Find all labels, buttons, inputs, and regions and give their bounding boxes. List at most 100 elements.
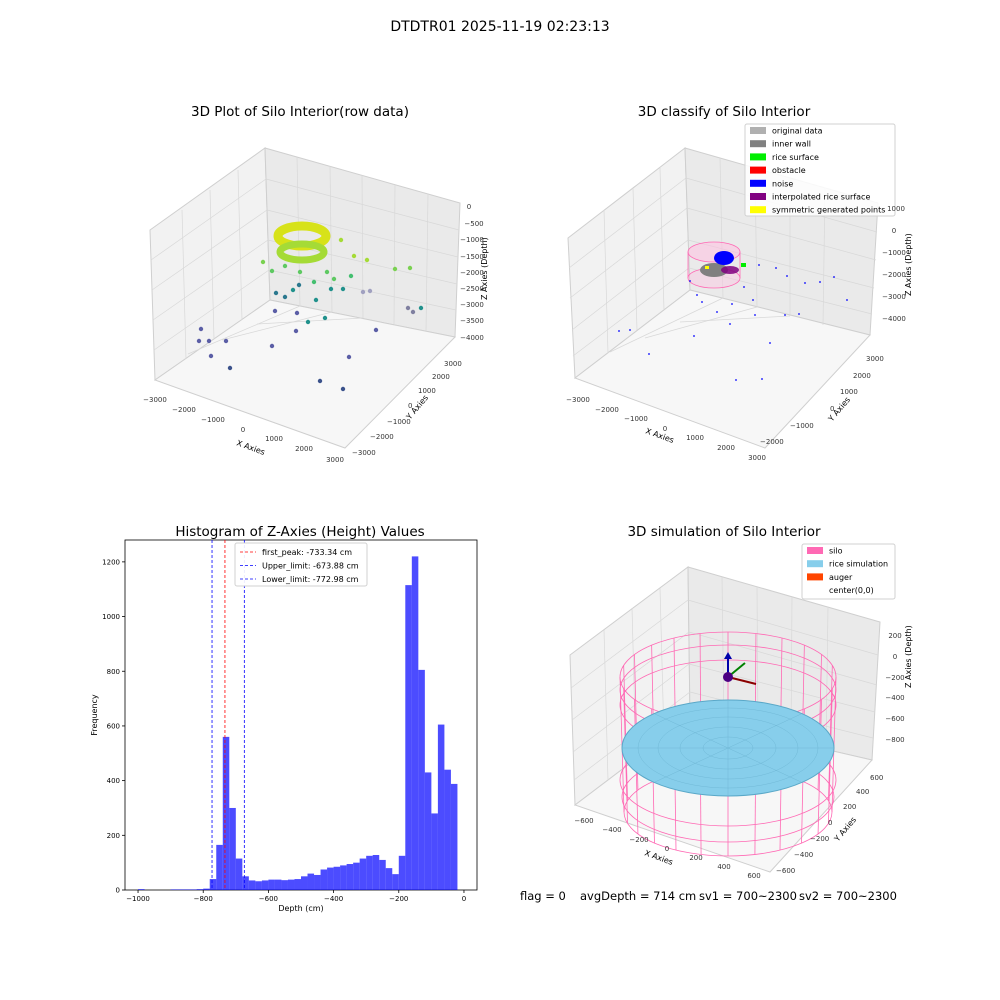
histogram-bar xyxy=(450,783,458,890)
data-point xyxy=(290,287,296,293)
noise-point xyxy=(775,267,777,269)
histogram-bar xyxy=(359,858,367,890)
y-tick-label: 400 xyxy=(856,788,869,796)
noise-point xyxy=(846,299,848,301)
x-tick-label: −3000 xyxy=(143,396,167,404)
rice-surface-points xyxy=(741,263,746,267)
legend-box xyxy=(744,123,896,217)
data-point xyxy=(282,294,288,300)
histogram-bar xyxy=(385,868,393,890)
data-point xyxy=(364,257,370,263)
y-tick-label: 800 xyxy=(107,668,120,676)
histogram-bar xyxy=(138,889,145,890)
chart-title: 3D classify of Silo Interior xyxy=(638,104,811,120)
x-tick-label: −1000 xyxy=(126,895,150,903)
noise-point xyxy=(648,353,650,355)
histogram-bar xyxy=(242,876,249,890)
grid-lines xyxy=(150,156,460,360)
legend-swatch xyxy=(750,153,766,161)
data-point xyxy=(273,290,279,296)
legend-swatch xyxy=(750,193,766,200)
histogram-bar xyxy=(229,807,236,890)
data-point xyxy=(367,288,373,294)
data-point xyxy=(198,326,204,332)
center-marker xyxy=(723,672,733,682)
rice-surface-mesh xyxy=(622,700,834,796)
y-tick-label: 3000 xyxy=(866,355,884,363)
legend-swatch xyxy=(750,140,766,148)
noise-point xyxy=(833,276,835,278)
noise-point xyxy=(716,311,718,313)
rice-ring-points-lower xyxy=(276,240,328,264)
histogram-bar xyxy=(340,865,347,890)
x-tick-label: −800 xyxy=(194,895,213,903)
z-tick-label: 0 xyxy=(467,203,471,211)
silo-wire xyxy=(828,665,833,801)
histogram-bar xyxy=(379,859,386,890)
x-tick-label: 0 xyxy=(241,426,245,434)
x-tick-label: 2000 xyxy=(717,444,735,452)
legend-swatch xyxy=(807,547,823,554)
histogram-bar xyxy=(255,881,262,890)
x-tick-label: 400 xyxy=(717,863,730,871)
y-tick-label: 0 xyxy=(828,819,832,827)
y-tick-label: 0 xyxy=(830,405,834,413)
noise-point xyxy=(689,280,691,282)
z-tick-label: −3000 xyxy=(460,301,484,309)
x-tick-label: 3000 xyxy=(326,456,344,464)
data-point xyxy=(293,328,299,334)
data-point xyxy=(322,315,328,321)
data-point xyxy=(340,386,346,392)
legend-label: obstacle xyxy=(772,166,806,175)
x-tick-label: −1000 xyxy=(624,415,648,423)
legend: silo rice simulation auger center(0,0) xyxy=(801,543,896,600)
symmetric-points xyxy=(705,266,709,269)
z-tick-label: −800 xyxy=(885,736,904,744)
legend-label: symmetric generated points xyxy=(772,206,885,215)
y-tick-label: 0 xyxy=(408,402,412,410)
z-tick-label: 0 xyxy=(893,653,897,661)
y-ticks: 0 200 400 600 800 1000 1200 xyxy=(102,558,125,895)
x-tick-label: 2000 xyxy=(295,445,313,453)
status-footer: flag = 0 avgDepth = 714 cm sv1 = 700~230… xyxy=(520,889,897,903)
y-tick-label: −2000 xyxy=(370,433,394,441)
data-point xyxy=(294,310,300,316)
data-point xyxy=(227,365,233,371)
x-tick-label: −600 xyxy=(574,817,593,825)
noise-point xyxy=(731,303,733,305)
z-tick-label: −1500 xyxy=(460,253,484,261)
x-tick-labels: −600 −400 −200 0 200 400 600 xyxy=(574,817,760,880)
data-point xyxy=(223,338,229,344)
y-tick-label: 200 xyxy=(107,832,120,840)
histogram-bar xyxy=(190,889,197,890)
data-point xyxy=(297,269,303,275)
threshold-lines xyxy=(211,540,245,890)
x-tick-label: −1000 xyxy=(201,416,225,424)
noise-point xyxy=(752,299,754,301)
avg-depth-text: avgDepth = 714 cm xyxy=(580,889,696,903)
histogram-bar xyxy=(424,772,432,890)
legend-swatch xyxy=(807,560,823,568)
histogram-bar xyxy=(248,880,256,890)
panel-raw-3d: 3D Plot of Silo Interior(row data) −3000… xyxy=(143,104,489,464)
data-point xyxy=(296,282,302,288)
data-point xyxy=(272,308,278,314)
legend-label: auger xyxy=(829,573,853,582)
data-point xyxy=(313,297,319,303)
noise-point xyxy=(735,379,737,381)
y-tick-label: 1200 xyxy=(102,558,120,566)
data-point xyxy=(351,253,357,259)
histogram-bar xyxy=(203,888,210,890)
legend-label: noise xyxy=(772,179,793,188)
y-tick-label: 1000 xyxy=(840,388,858,396)
data-point xyxy=(360,289,366,295)
z-tick-label: −2000 xyxy=(460,269,484,277)
histogram-bar xyxy=(196,889,204,890)
legend: original data inner wall rice surface obsta… xyxy=(744,123,896,217)
noise-point xyxy=(701,301,703,303)
z-tick-label: −600 xyxy=(885,715,904,723)
x-tick-label: 0 xyxy=(462,895,466,903)
x-tick-label: −3000 xyxy=(566,396,590,404)
chart-title: 3D simulation of Silo Interior xyxy=(627,524,821,540)
y-tick-label: 2000 xyxy=(853,372,871,380)
